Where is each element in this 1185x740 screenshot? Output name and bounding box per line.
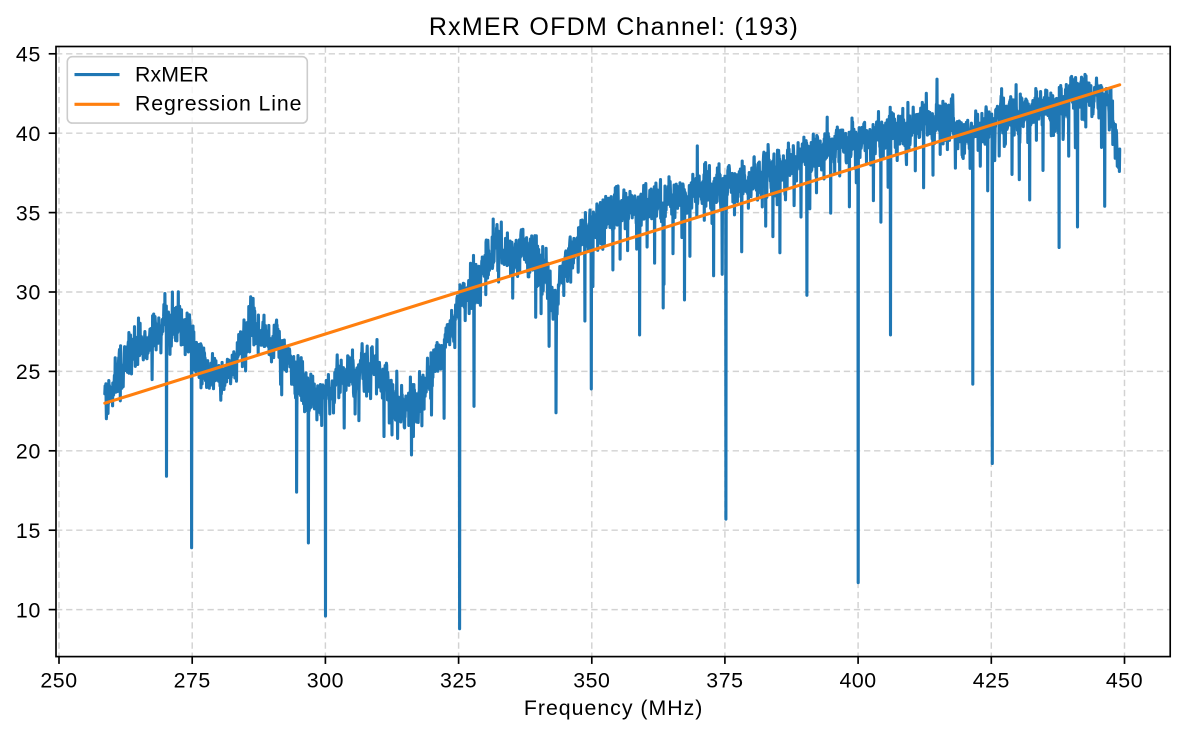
svg-text:300: 300 <box>307 669 344 693</box>
svg-text:20: 20 <box>16 440 41 464</box>
svg-text:10: 10 <box>16 598 41 622</box>
svg-text:35: 35 <box>16 201 41 225</box>
svg-text:45: 45 <box>16 43 41 67</box>
svg-text:250: 250 <box>40 669 77 693</box>
svg-text:425: 425 <box>973 669 1010 693</box>
svg-text:RxMER OFDM Channel: (193): RxMER OFDM Channel: (193) <box>429 13 799 41</box>
svg-text:25: 25 <box>16 360 41 384</box>
svg-text:RxMER: RxMER <box>135 62 209 86</box>
svg-text:450: 450 <box>1106 669 1143 693</box>
svg-text:15: 15 <box>16 519 41 543</box>
svg-text:375: 375 <box>706 669 743 693</box>
svg-text:350: 350 <box>573 669 610 693</box>
svg-text:30: 30 <box>16 281 41 305</box>
svg-text:40: 40 <box>16 122 41 146</box>
svg-text:325: 325 <box>440 669 477 693</box>
svg-text:400: 400 <box>840 669 877 693</box>
svg-text:Regression Line: Regression Line <box>135 92 302 116</box>
svg-text:Frequency (MHz): Frequency (MHz) <box>524 696 704 720</box>
svg-text:275: 275 <box>174 669 211 693</box>
